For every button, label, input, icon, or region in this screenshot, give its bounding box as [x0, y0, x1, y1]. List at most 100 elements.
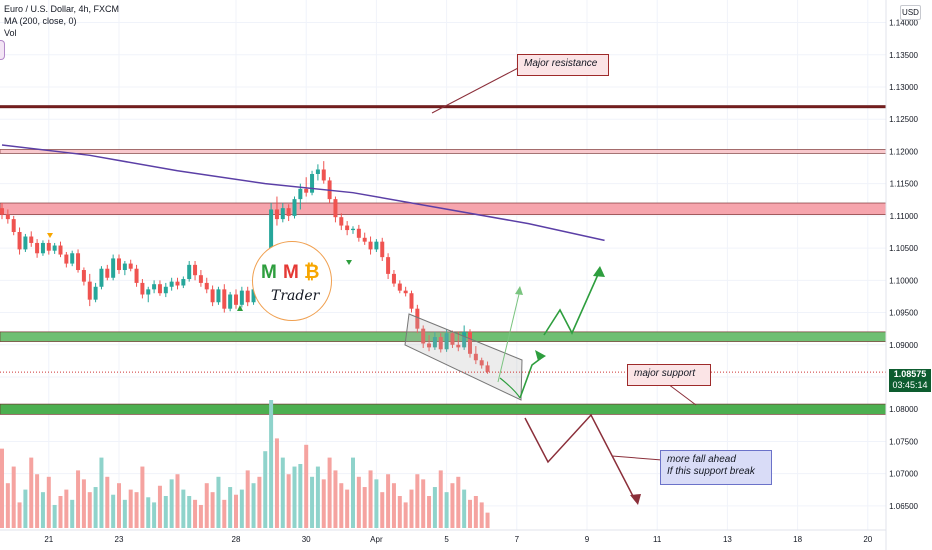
volume-bar [23, 489, 28, 528]
candle-body [46, 242, 51, 251]
candle-body [210, 289, 215, 303]
currency-badge[interactable]: USD [900, 5, 921, 20]
candle-body [304, 188, 309, 193]
price-tick-label: 1.07000 [889, 470, 918, 479]
candle-body [157, 284, 162, 294]
candle-body [315, 169, 320, 174]
support-break-line2: If this support break [667, 466, 755, 477]
time-tick-label: 23 [115, 535, 124, 544]
zone-band [0, 149, 887, 154]
candle-body [450, 333, 455, 345]
volume-bar [157, 485, 162, 528]
volume-bar [380, 492, 385, 528]
volume-bar [87, 492, 92, 528]
candle-body [64, 254, 69, 264]
candle-body [140, 282, 145, 295]
candle-body [245, 290, 250, 303]
candle-body [485, 365, 490, 372]
volume-bar [321, 479, 326, 528]
candle-body [333, 199, 338, 218]
major-support-callout[interactable]: major support [627, 364, 711, 386]
break-pointer [611, 455, 663, 461]
volume-bar [122, 499, 127, 528]
candle-body [432, 337, 437, 348]
volume-indicator-label[interactable]: Vol [4, 28, 17, 38]
volume-bar [427, 496, 432, 528]
candle-body [310, 174, 315, 193]
volume-bar [222, 499, 227, 528]
indicator-tab[interactable] [0, 40, 5, 60]
volume-bar [0, 448, 4, 528]
volume-bar [339, 483, 344, 528]
support-pointer [667, 383, 697, 406]
volume-bar [403, 502, 408, 528]
candle-body [391, 273, 396, 284]
candle-body [111, 258, 116, 278]
candle-body [380, 241, 385, 258]
time-tick-label: 18 [793, 535, 802, 544]
time-tick-label: 28 [232, 535, 241, 544]
volume-bar [479, 502, 484, 528]
candle-body [17, 232, 22, 250]
arrowhead-thin [515, 286, 523, 295]
marker-up [237, 305, 243, 311]
major-resistance-callout[interactable]: Major resistance [517, 54, 609, 76]
volume-bar [485, 512, 490, 528]
volume-bar [468, 499, 472, 528]
ma-indicator-label[interactable]: MA (200, close, 0) [4, 16, 77, 26]
time-axis[interactable]: 21232830Apr5791113182025 [0, 529, 932, 544]
zone-band [0, 403, 887, 415]
bitcoin-icon: ₿ [304, 261, 320, 283]
candle-body [204, 282, 209, 290]
candle-body [462, 331, 467, 348]
ma-200-polyline [1, 144, 605, 242]
candle-body [198, 275, 203, 283]
candle-body [251, 289, 256, 303]
candle-body [169, 281, 174, 287]
candle-body [274, 209, 279, 220]
candle-body [292, 199, 297, 216]
time-tick-label: 9 [585, 535, 590, 544]
candle-body [216, 289, 221, 303]
candle-body [444, 333, 449, 350]
candle-body [52, 245, 57, 251]
volume-bar [181, 489, 186, 528]
volume-bar [29, 457, 34, 528]
last-price-value: 1.08575 [893, 369, 927, 379]
volume-bar [40, 492, 45, 528]
volume-bar [210, 492, 215, 528]
candle-body [228, 294, 233, 309]
volume-bar [362, 487, 367, 528]
arrowhead-right [535, 350, 546, 361]
volume-bar [146, 497, 151, 528]
candle-body [298, 188, 303, 200]
volume-bar [345, 489, 350, 528]
volume-bar [204, 483, 209, 528]
volume-bar [444, 492, 449, 528]
volume-bar [456, 476, 461, 528]
price-tick-label: 1.08000 [889, 405, 918, 414]
marker-down-2 [346, 260, 352, 265]
symbol-title[interactable]: Euro / U.S. Dollar, 4h, FXCM [4, 4, 120, 14]
volume-bar [391, 483, 396, 528]
candle-body [187, 264, 192, 280]
volume-bar [105, 476, 110, 528]
candle-body [222, 289, 227, 309]
volume-bar [374, 479, 379, 528]
price-tick-label: 1.09000 [889, 341, 918, 350]
volume-bar [52, 504, 57, 528]
volume-bar [333, 470, 338, 528]
volume-bar [245, 470, 250, 528]
volume-bar [128, 489, 133, 528]
support-break-callout[interactable]: more fall ahead If this support break [660, 450, 772, 485]
candle-body [87, 281, 92, 300]
candle-body [0, 208, 4, 215]
price-tick-label: 1.12000 [889, 147, 918, 156]
bar-countdown: 03:45:14 [892, 380, 928, 390]
bull-path-c [543, 269, 601, 336]
volume-bar [111, 494, 116, 528]
price-tick-label: 1.11500 [890, 180, 919, 189]
price-axis[interactable]: 1.14000 1.13500 1.13000 1.12500 1.12000 1.115… [885, 0, 919, 550]
time-tick-label: Apr [370, 535, 383, 544]
